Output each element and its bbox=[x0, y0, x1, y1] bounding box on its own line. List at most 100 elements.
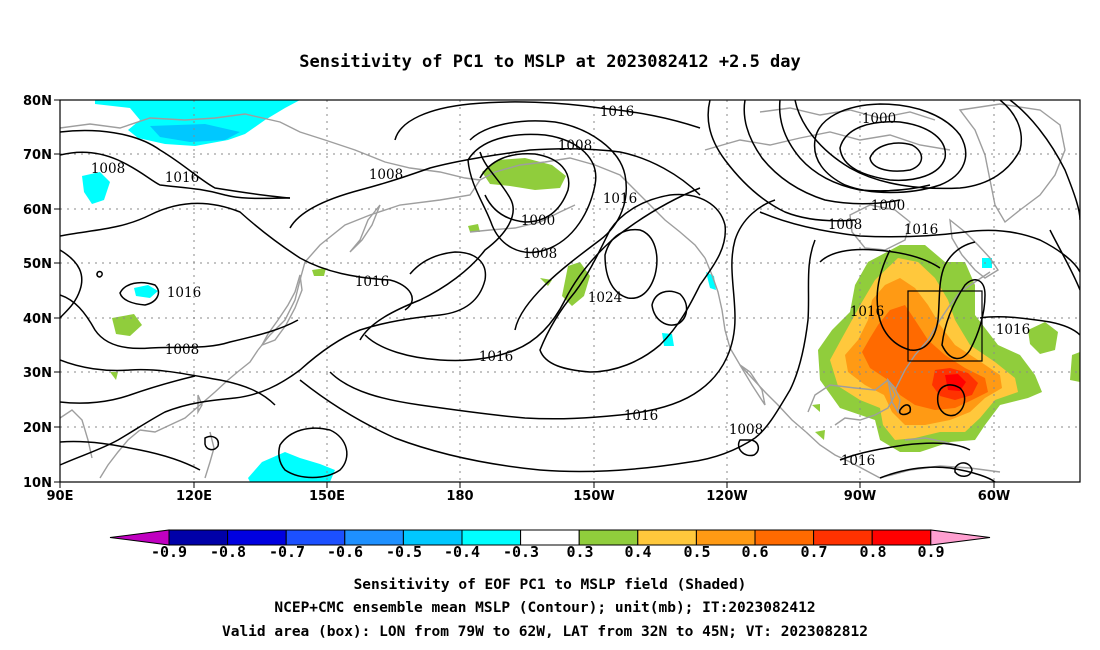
contour-label: 1016 bbox=[165, 170, 199, 186]
caption-line-1: Sensitivity of EOF PC1 to MSLP field (Sh… bbox=[354, 577, 747, 593]
shade-east-atlantic-edge bbox=[1070, 352, 1080, 382]
shade-west-canada bbox=[706, 272, 716, 290]
contour-label: 1008 bbox=[165, 342, 199, 358]
coast-east-siberia bbox=[257, 179, 481, 351]
contour-label: 1008 bbox=[729, 422, 763, 438]
contour-line bbox=[759, 211, 1080, 273]
latitude-labels: 80N 70N 60N 50N 40N 30N 20N 10N bbox=[23, 94, 52, 491]
contour-line bbox=[60, 375, 196, 404]
valid-area-box bbox=[907, 290, 983, 362]
lon-label: 60W bbox=[978, 489, 1010, 504]
contour-line bbox=[898, 404, 912, 416]
contour-line bbox=[329, 199, 776, 420]
map-ticks bbox=[54, 99, 995, 488]
colorbar-label: 0.3 bbox=[566, 543, 593, 561]
contour-label: 1016 bbox=[996, 322, 1030, 338]
coast-baja bbox=[739, 364, 766, 406]
contour-line bbox=[60, 249, 83, 319]
contour-line bbox=[819, 248, 941, 269]
coast-greenland bbox=[958, 103, 1066, 224]
contour-label: 1016 bbox=[603, 191, 637, 207]
contour-label: 1016 bbox=[167, 285, 201, 301]
contour-line bbox=[979, 316, 1080, 336]
colorbar-label: -0.8 bbox=[210, 543, 246, 561]
contour-label: 1016 bbox=[904, 222, 938, 238]
colorbar: -0.9 -0.8 -0.7 -0.6 -0.5 -0.4 -0.3 0.3 0… bbox=[109, 529, 991, 561]
contour-line bbox=[604, 228, 658, 300]
contour-line bbox=[359, 151, 514, 341]
lat-label: 40N bbox=[23, 312, 52, 327]
contour-line bbox=[778, 100, 931, 192]
contour-line bbox=[60, 294, 299, 350]
contour-line bbox=[794, 100, 1022, 190]
contour-label: 1008 bbox=[369, 167, 403, 183]
contour-line bbox=[941, 279, 986, 360]
colorbar-label: -0.3 bbox=[503, 543, 539, 561]
contour-label: 1008 bbox=[828, 217, 862, 233]
lon-label: 150W bbox=[573, 489, 614, 504]
colorbar-label: -0.7 bbox=[269, 543, 305, 561]
shade-labrador bbox=[982, 258, 992, 268]
captions: Sensitivity of EOF PC1 to MSLP field (Sh… bbox=[222, 577, 868, 640]
contour-line bbox=[754, 239, 816, 439]
shade-bering-region bbox=[482, 158, 566, 190]
lat-label: 80N bbox=[23, 94, 52, 109]
negative-sensitivity-shading bbox=[82, 100, 992, 482]
colorbar-label: -0.9 bbox=[151, 543, 187, 561]
contour-line bbox=[707, 100, 856, 222]
contour-line bbox=[467, 133, 597, 254]
contour-line bbox=[954, 462, 973, 477]
shade-us-east-08 bbox=[945, 374, 966, 391]
contour-label: 1016 bbox=[355, 274, 389, 290]
lon-label: 120E bbox=[176, 489, 212, 504]
lon-label: 90E bbox=[47, 489, 74, 504]
mslp-contours bbox=[60, 100, 1080, 482]
shade-bering-small bbox=[468, 224, 480, 232]
coast-taiwan bbox=[197, 394, 203, 415]
coast-gulf-mexico bbox=[807, 378, 896, 426]
shade-small-east-asia bbox=[312, 268, 326, 276]
contour-line bbox=[278, 427, 348, 479]
contour-line bbox=[60, 151, 291, 200]
colorbar-label: -0.6 bbox=[327, 543, 363, 561]
contour-label: 1016 bbox=[479, 349, 513, 365]
contour-label: 1008 bbox=[91, 161, 125, 177]
coast-alaska bbox=[479, 157, 706, 259]
contour-line bbox=[119, 281, 160, 306]
shade-mongolia bbox=[134, 285, 158, 298]
contour-line bbox=[737, 439, 760, 457]
coast-us-atlantic bbox=[894, 271, 991, 391]
figure-title: Sensitivity of PC1 to MSLP at 2023082412… bbox=[299, 52, 801, 72]
shade-gulf-mexico-small bbox=[812, 404, 820, 412]
shade-gulf-alaska-offshore bbox=[562, 262, 590, 306]
contour-line bbox=[204, 435, 220, 451]
colorbar-label: 0.8 bbox=[859, 543, 886, 561]
lat-label: 60N bbox=[23, 203, 52, 218]
colorbar-swatches bbox=[109, 529, 991, 546]
coast-south-america bbox=[879, 465, 1001, 479]
coast-se-asia bbox=[99, 429, 141, 479]
coast-west-canada-us bbox=[704, 257, 807, 433]
contour-line bbox=[839, 442, 971, 461]
map-frame bbox=[59, 99, 1081, 483]
shade-east-asia-dot bbox=[110, 372, 118, 380]
contour-line bbox=[869, 142, 923, 172]
contour-line bbox=[651, 290, 688, 326]
lon-label: 90W bbox=[844, 489, 876, 504]
coast-florida bbox=[886, 377, 901, 414]
coast-arctic-canada bbox=[704, 131, 951, 151]
contour-line bbox=[60, 440, 201, 471]
contour-line bbox=[936, 384, 966, 417]
contour-line bbox=[743, 100, 901, 205]
lat-label: 70N bbox=[23, 148, 52, 163]
map-content: 1016 1008 1008 1016 1000 1016 1008 1016 … bbox=[60, 100, 1080, 482]
coast-aleutians bbox=[469, 204, 576, 233]
shade-small-pacific bbox=[540, 278, 552, 286]
shade-north-pacific bbox=[662, 333, 674, 346]
lat-label: 20N bbox=[23, 421, 52, 436]
lat-label: 10N bbox=[23, 476, 52, 491]
contour-label: 1016 bbox=[850, 304, 884, 320]
contour-label: 1016 bbox=[841, 453, 875, 469]
contour-label: 1016 bbox=[600, 104, 634, 120]
